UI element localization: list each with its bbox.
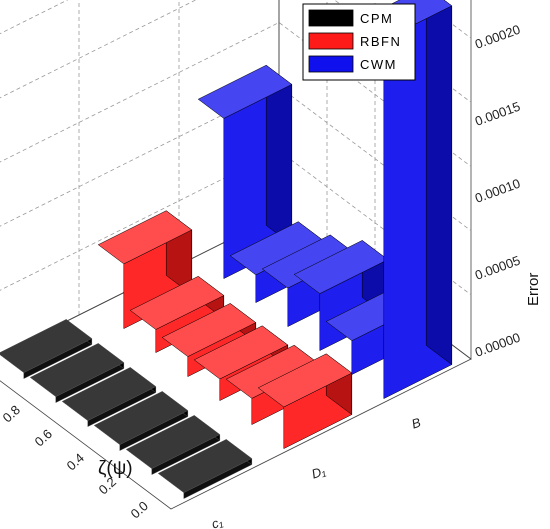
x-tick-label: 0.8 [0, 402, 23, 425]
bar-cpm-4 [29, 342, 125, 404]
bar-cpm-1 [125, 414, 221, 476]
x-tick-label: 0.4 [64, 450, 87, 473]
z-axis-label: Error [525, 273, 542, 306]
legend-swatch-rbfn [308, 32, 354, 50]
legend: CPM RBFN CWM [302, 3, 416, 81]
bar-cpm-3 [61, 366, 157, 428]
z-tick-label: 0.00020 [473, 22, 522, 52]
bar-cpm-5 [0, 318, 93, 380]
legend-label-cpm: CPM [360, 11, 393, 26]
y-tick-label: c₁ [210, 514, 225, 529]
legend-label-rbfn: RBFN [360, 34, 401, 49]
bar-cpm-0 [157, 438, 253, 500]
z-tick-label: 0.00010 [473, 176, 522, 206]
z-tick-label: 0.00015 [473, 99, 522, 129]
x-axis-label: ζ(ψ) [98, 458, 133, 479]
x-tick-label: 0.6 [32, 426, 55, 449]
bar-cpm-2 [93, 390, 189, 452]
y-tick-label: D₁ [310, 463, 327, 481]
chart-bars [0, 0, 453, 500]
x-tick-label: 0.0 [128, 498, 151, 521]
bar-rbfn-0 [257, 353, 353, 450]
legend-swatch-cwm [308, 55, 354, 73]
y-tick-label: B [410, 415, 423, 432]
z-tick-label: 0.00005 [473, 253, 522, 283]
legend-swatch-cpm [308, 9, 354, 27]
legend-label-cwm: CWM [360, 57, 397, 72]
bar-cwm-5 [197, 64, 293, 280]
z-tick-label: 0.00000 [473, 330, 522, 360]
